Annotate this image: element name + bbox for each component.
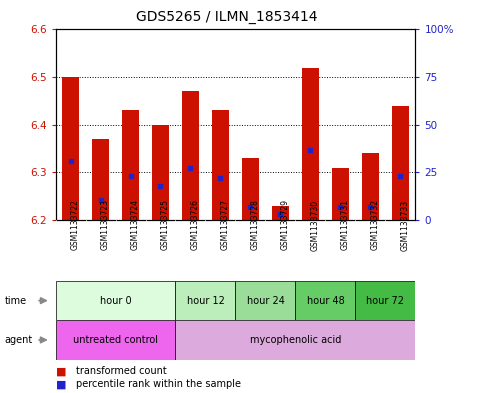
Text: GSM1133730: GSM1133730 (311, 199, 319, 250)
Text: hour 48: hour 48 (307, 296, 344, 306)
Bar (175, 320, 415, 360)
Text: agent: agent (5, 335, 33, 345)
Bar (355, 281, 415, 320)
Text: percentile rank within the sample: percentile rank within the sample (76, 379, 241, 389)
Text: GSM1133731: GSM1133731 (341, 200, 349, 250)
Bar (182, 92, 199, 220)
Text: time: time (5, 296, 27, 306)
Text: hour 72: hour 72 (367, 296, 404, 306)
Text: hour 12: hour 12 (186, 296, 225, 306)
Text: GSM1133733: GSM1133733 (400, 199, 410, 250)
Text: GSM1133726: GSM1133726 (190, 200, 199, 250)
Bar (212, 110, 229, 220)
Bar (242, 158, 259, 220)
Text: GSM1133723: GSM1133723 (100, 200, 110, 250)
Text: GSM1133727: GSM1133727 (220, 200, 229, 250)
Bar (362, 153, 379, 220)
Text: GDS5265 / ILMN_1853414: GDS5265 / ILMN_1853414 (136, 10, 318, 24)
Bar (296, 281, 355, 320)
Bar (152, 125, 169, 220)
Bar (62, 77, 79, 220)
Text: GSM1133724: GSM1133724 (130, 200, 140, 250)
Text: hour 24: hour 24 (246, 296, 284, 306)
Bar (122, 110, 139, 220)
Bar (236, 281, 296, 320)
Text: hour 0: hour 0 (99, 296, 131, 306)
Bar (92, 139, 109, 220)
Bar (56, 320, 175, 360)
Bar (302, 68, 319, 220)
Text: untreated control: untreated control (73, 335, 158, 345)
Text: GSM1133732: GSM1133732 (370, 200, 380, 250)
Bar (332, 168, 349, 220)
Text: GSM1133725: GSM1133725 (160, 200, 170, 250)
Text: ■: ■ (56, 379, 70, 389)
Text: GSM1133729: GSM1133729 (281, 200, 289, 250)
Text: GSM1133728: GSM1133728 (251, 200, 259, 250)
Text: mycophenolic acid: mycophenolic acid (250, 335, 341, 345)
Bar (272, 206, 289, 220)
Bar (392, 106, 409, 220)
Text: ■: ■ (56, 366, 70, 376)
Text: GSM1133722: GSM1133722 (71, 200, 80, 250)
Bar (56, 281, 175, 320)
Bar (175, 281, 236, 320)
Text: transformed count: transformed count (76, 366, 167, 376)
